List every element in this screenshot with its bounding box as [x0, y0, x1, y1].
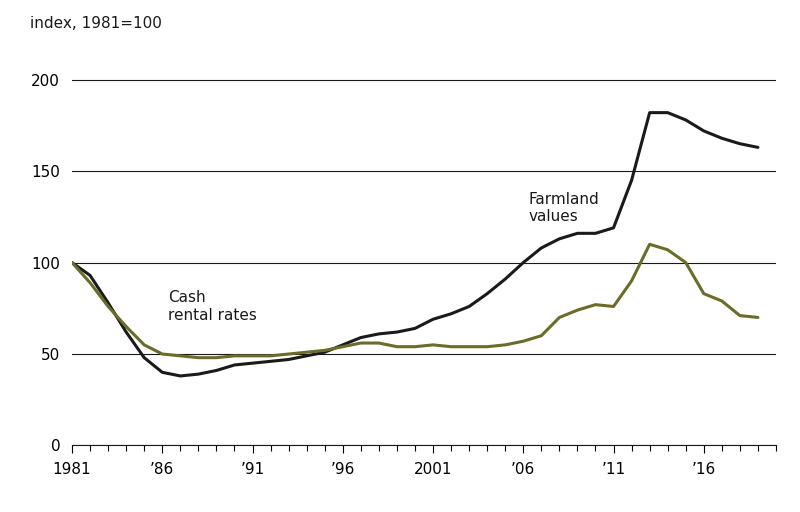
- Text: index, 1981=100: index, 1981=100: [30, 16, 162, 31]
- Text: Farmland
values: Farmland values: [529, 191, 599, 224]
- Text: Cash
rental rates: Cash rental rates: [168, 290, 257, 323]
